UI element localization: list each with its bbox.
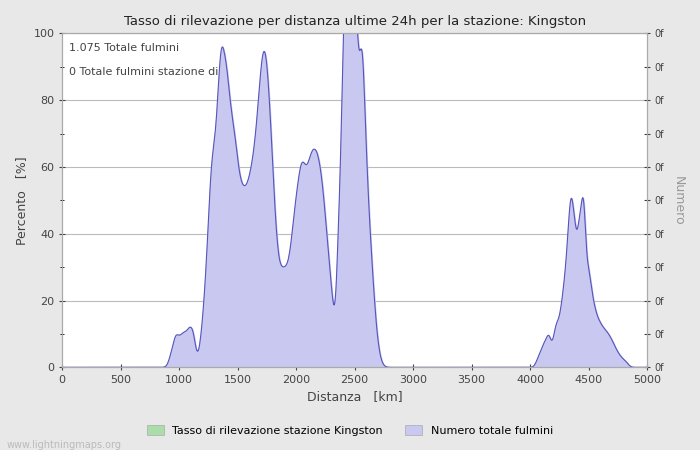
Y-axis label: Percento   [%]: Percento [%] [15,156,28,245]
Text: 1.075 Totale fulmini: 1.075 Totale fulmini [69,43,179,54]
Text: 0 Totale fulmini stazione di: 0 Totale fulmini stazione di [69,67,218,77]
Legend: Tasso di rilevazione stazione Kingston, Numero totale fulmini: Tasso di rilevazione stazione Kingston, … [143,420,557,440]
Y-axis label: Numero: Numero [672,176,685,225]
X-axis label: Distanza   [km]: Distanza [km] [307,391,402,404]
Text: www.lightningmaps.org: www.lightningmaps.org [7,440,122,450]
Title: Tasso di rilevazione per distanza ultime 24h per la stazione: Kingston: Tasso di rilevazione per distanza ultime… [123,15,586,28]
